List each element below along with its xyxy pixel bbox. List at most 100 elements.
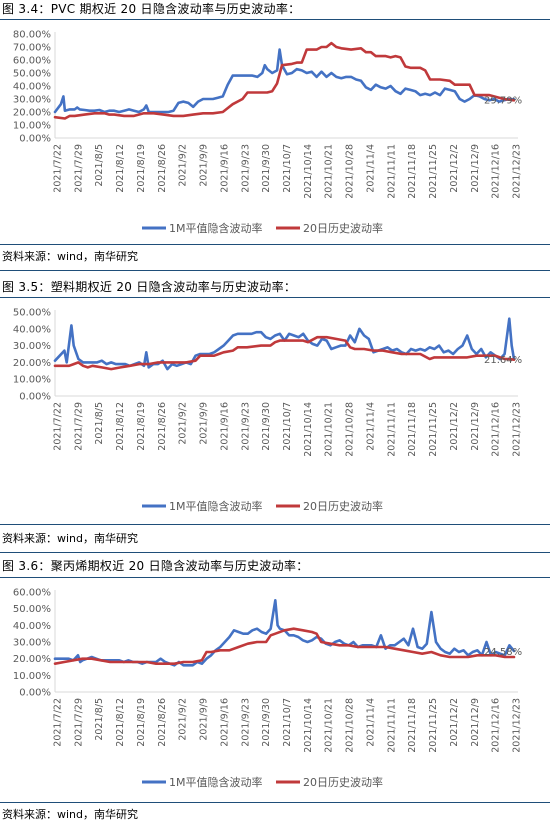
x-tick-label: 2021/12/23 (512, 144, 523, 199)
pvc-volatility-chart: 80.00% 70.00% 60.00% 50.00% 40.00% 30.00% 20.0… (13, 30, 523, 236)
x-tick-label: 2021/9/2 (178, 402, 189, 445)
x-tick-label: 2021/7/29 (73, 402, 84, 451)
x-tick-label: 2021/9/2 (178, 144, 189, 187)
series-line-implied-vol (53, 317, 516, 371)
x-tick-label: 2021/10/28 (345, 402, 356, 457)
y-tick-label: 10.00% (13, 671, 51, 682)
x-tick-label: 2021/8/12 (115, 698, 126, 747)
x-tick-label: 2021/12/9 (470, 698, 481, 747)
title-rule (0, 270, 550, 271)
x-tick-label: 2021/7/22 (53, 402, 64, 451)
x-tick-label: 2021/12/9 (470, 402, 481, 451)
x-tick-label: 2021/9/2 (178, 698, 189, 741)
x-tick-label: 2021/10/7 (282, 698, 293, 747)
x-tick-label: 2021/8/19 (136, 698, 147, 747)
source-note: 资料来源：wind，南华研究 (2, 532, 139, 545)
x-tick-label: 2021/11/18 (407, 144, 418, 199)
x-tick-label: 2021/10/21 (324, 144, 335, 199)
x-tick-label: 2021/11/11 (386, 402, 397, 457)
source-note: 资料来源：wind，南华研究 (2, 250, 139, 263)
legend-label-implied-vol: 1M平值隐含波动率 (169, 221, 263, 235)
legend-label-historical-vol: 20日历史波动率 (303, 499, 383, 513)
y-tick-label: 0.00% (19, 392, 51, 403)
series-line-historical-vol (53, 41, 516, 120)
x-tick-label: 2021/12/16 (491, 402, 502, 457)
x-tick-label: 2021/8/26 (157, 402, 168, 451)
source-rule (0, 802, 550, 803)
x-tick-label: 2021/8/19 (136, 402, 147, 451)
x-tick-label: 2021/10/28 (345, 144, 356, 199)
y-tick-label: 20.00% (13, 358, 51, 369)
x-tick-label: 2021/12/23 (512, 402, 523, 457)
legend-label-historical-vol: 20日历史波动率 (303, 221, 383, 235)
x-tick-label: 2021/11/4 (365, 402, 376, 451)
x-tick-label: 2021/10/7 (282, 144, 293, 193)
figure-title: 图 3.5：塑料期权近 20 日隐含波动率与历史波动率： (2, 280, 297, 294)
y-tick-label: 60.00% (13, 56, 51, 67)
x-tick-label: 2021/10/14 (303, 144, 314, 199)
x-tick-label: 2021/7/29 (73, 144, 84, 193)
x-tick-label: 2021/10/14 (303, 698, 314, 753)
x-tick-label: 2021/9/30 (261, 144, 272, 193)
x-tick-label: 2021/11/25 (428, 402, 439, 457)
series-line-implied-vol (53, 48, 516, 114)
x-tick-label: 2021/9/9 (199, 698, 210, 741)
x-tick-label: 2021/9/9 (199, 402, 210, 445)
x-tick-label: 2021/12/2 (449, 402, 460, 451)
x-tick-label: 2021/8/5 (94, 144, 105, 187)
x-tick-label: 2021/12/9 (470, 144, 481, 193)
pp-volatility-chart: 60.00% 50.00% 40.00% 30.00% 20.00% 10.00% 0.00… (13, 588, 523, 790)
title-rule (0, 552, 550, 553)
x-tick-label: 2021/9/30 (261, 402, 272, 451)
x-tick-label: 2021/7/22 (53, 144, 64, 193)
x-tick-label: 2021/8/5 (94, 698, 105, 741)
end-value-label: 29.79% (484, 95, 522, 106)
y-tick-label: 30.00% (13, 638, 51, 649)
series-line-historical-vol (53, 627, 516, 665)
x-tick-label: 2021/9/16 (219, 402, 230, 451)
x-tick-label: 2021/10/28 (345, 698, 356, 753)
x-tick-label: 2021/9/23 (240, 144, 251, 193)
x-tick-label: 2021/12/2 (449, 144, 460, 193)
y-tick-label: 60.00% (13, 588, 51, 599)
x-tick-label: 2021/10/21 (324, 402, 335, 457)
y-tick-label: 50.00% (13, 604, 51, 615)
x-tick-label: 2021/8/26 (157, 698, 168, 747)
x-tick-label: 2021/11/4 (365, 144, 376, 193)
y-tick-label: 40.00% (13, 621, 51, 632)
end-value-label: 21.64% (484, 355, 522, 366)
x-tick-label: 2021/9/30 (261, 698, 272, 747)
x-tick-label: 2021/9/23 (240, 698, 251, 747)
x-tick-label: 2021/10/7 (282, 402, 293, 451)
x-tick-label: 2021/8/12 (115, 402, 126, 451)
x-tick-label: 2021/11/25 (428, 144, 439, 199)
x-tick-label: 2021/11/4 (365, 698, 376, 747)
x-tick-label: 2021/11/18 (407, 402, 418, 457)
x-tick-label: 2021/7/22 (53, 698, 64, 747)
y-tick-label: 20.00% (13, 108, 51, 119)
y-tick-label: 10.00% (13, 121, 51, 132)
legend-label-implied-vol: 1M平值隐含波动率 (169, 775, 263, 789)
figure-title: 图 3.4：PVC 期权近 20 日隐含波动率与历史波动率： (2, 2, 301, 16)
y-tick-label: 70.00% (13, 43, 51, 54)
x-tick-label: 2021/7/29 (73, 698, 84, 747)
y-tick-label: 0.00% (19, 688, 51, 699)
x-tick-label: 2021/11/25 (428, 698, 439, 753)
y-tick-label: 20.00% (13, 654, 51, 665)
title-rule (0, 577, 550, 578)
x-tick-label: 2021/11/18 (407, 698, 418, 753)
y-tick-label: 50.00% (13, 69, 51, 80)
plastic-volatility-chart: 50.00%40.00%30.00%20.00%10.00%0.00%2021/… (13, 308, 523, 514)
x-tick-label: 2021/9/16 (219, 144, 230, 193)
x-tick-label: 2021/11/11 (386, 144, 397, 199)
y-tick-label: 30.00% (13, 341, 51, 352)
x-tick-label: 2021/9/16 (219, 698, 230, 747)
x-tick-label: 2021/12/16 (491, 144, 502, 199)
y-tick-label: 50.00% (13, 308, 51, 319)
legend-label-implied-vol: 1M平值隐含波动率 (169, 499, 263, 513)
x-tick-label: 2021/11/11 (386, 698, 397, 753)
source-note: 资料来源：wind，南华研究 (2, 808, 139, 821)
y-tick-label: 40.00% (13, 324, 51, 335)
x-tick-label: 2021/9/9 (199, 144, 210, 187)
x-tick-label: 2021/9/23 (240, 402, 251, 451)
